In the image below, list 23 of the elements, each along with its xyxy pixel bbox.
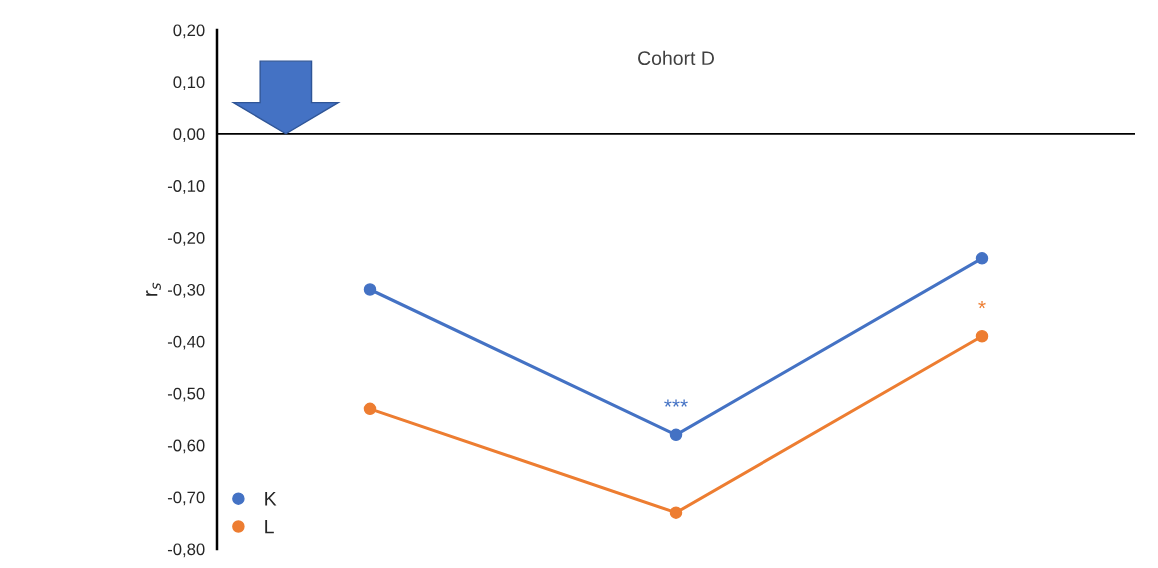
point <box>363 283 377 296</box>
y-tick-label: -0,20 <box>167 232 205 246</box>
y-tick-label: -0,10 <box>167 180 205 194</box>
point <box>975 329 989 343</box>
point <box>363 402 377 416</box>
annotation: * <box>978 300 986 309</box>
y-tick-label: -0,60 <box>167 439 205 454</box>
y-tick-label: 0,10 <box>173 76 205 91</box>
y-tick-label: -0,50 <box>167 387 205 402</box>
y-tick-label: -0,80 <box>167 543 205 558</box>
y-tick-label: 0,00 <box>173 128 205 142</box>
point <box>669 428 683 442</box>
point <box>669 506 683 519</box>
y-tick-label: 0,20 <box>173 24 205 39</box>
legend-label: L <box>265 519 274 534</box>
y-tick-label: -0,40 <box>167 335 205 350</box>
legend-label: K <box>265 492 277 506</box>
annotation: *** <box>664 399 688 407</box>
y-tick-label: -0,70 <box>167 491 205 506</box>
y-axis-title: r$_{s}$ <box>146 282 161 296</box>
point <box>975 252 989 265</box>
text: Cohort D <box>638 50 714 66</box>
y-tick-label: -0,30 <box>167 283 205 298</box>
